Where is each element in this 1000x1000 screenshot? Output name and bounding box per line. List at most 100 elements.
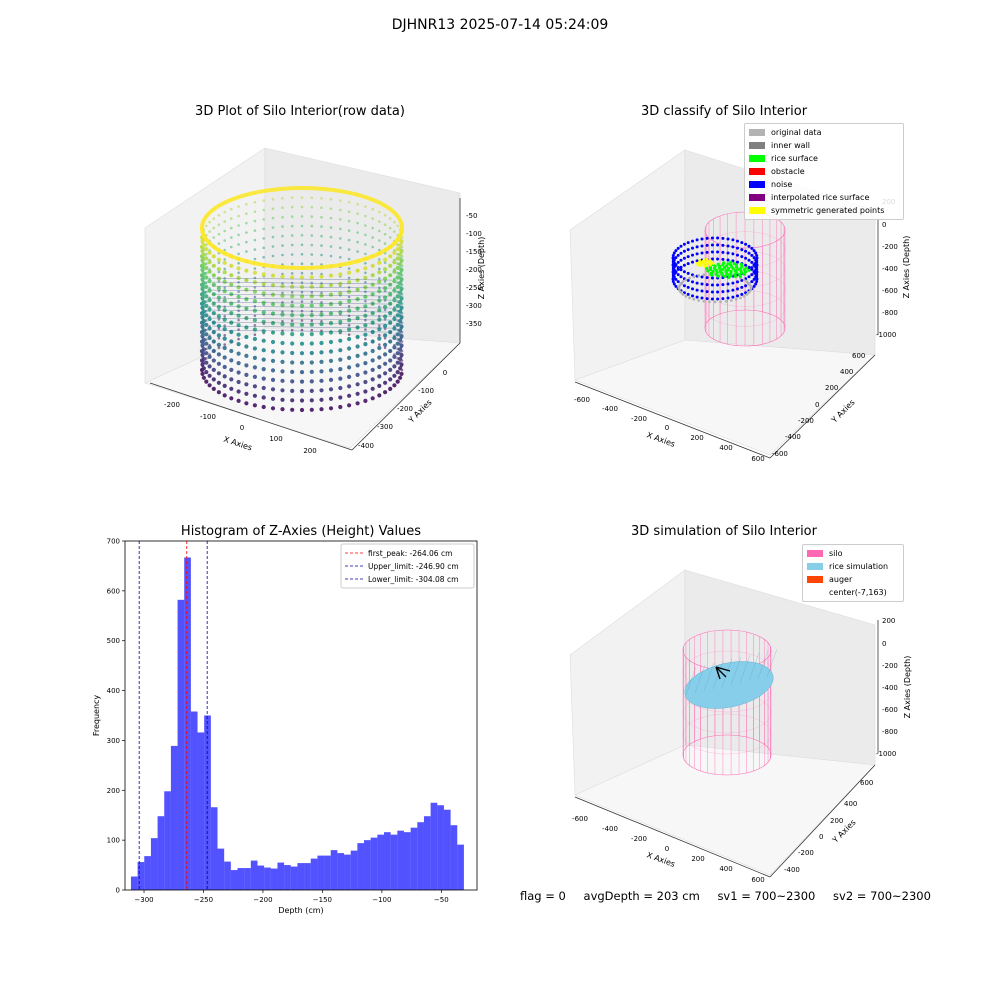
- raw-ztick: -250: [466, 284, 482, 292]
- raw-xtick: -100: [200, 413, 216, 421]
- simulation-z-axis-label: Z Axies (Depth): [903, 656, 912, 719]
- raw-ztick: -300: [466, 302, 482, 310]
- raw-ztick: -50: [466, 212, 477, 220]
- histogram-bar: [403, 832, 411, 890]
- legend-swatch: [749, 194, 765, 201]
- raw-xtick: 200: [303, 447, 316, 455]
- histogram-bar: [270, 868, 278, 890]
- legend-swatch: [807, 550, 823, 557]
- simulation-3d-plot: -600 -400 -200 0 200 400 600 600 400 200…: [569, 569, 912, 884]
- legend-item: center(-7,163): [807, 586, 899, 599]
- simulation-ytick: 0: [819, 833, 823, 841]
- histogram-bar: [237, 868, 245, 890]
- classify-ytick: 600: [852, 352, 865, 360]
- histogram-bar: [344, 854, 351, 890]
- histogram-bar: [330, 850, 338, 890]
- simulation-ztick: -600: [882, 706, 898, 714]
- raw-ztick: -200: [466, 266, 482, 274]
- histogram-bar: [310, 858, 318, 890]
- histogram-legend-label: first_peak: -264.06 cm: [368, 549, 452, 558]
- legend-label: interpolated rice surface: [771, 193, 870, 202]
- raw-3d-plot: -200 -100 0 100 200 0 -100 -200 -300 -40…: [144, 147, 486, 455]
- histogram-bar: [457, 844, 464, 890]
- raw-xtick: 100: [269, 435, 282, 443]
- simulation-ytick: -200: [798, 849, 814, 857]
- histogram-bar: [297, 863, 305, 890]
- classify-back-pane-left: [569, 149, 686, 381]
- histogram-bar: [250, 860, 258, 890]
- sv1-text: sv1 = 700~2300: [717, 889, 816, 903]
- sv2-text: sv2 = 700~2300: [833, 889, 931, 903]
- legend-swatch: [749, 168, 765, 175]
- legend-label: original data: [771, 128, 822, 137]
- histogram-y-tick-label: 700: [107, 538, 120, 546]
- classify-xtick: 0: [665, 424, 669, 432]
- histogram-bar: [370, 837, 378, 890]
- histogram-x-tick-label: −50: [434, 896, 449, 904]
- classify-panel-title: 3D classify of Silo Interior: [640, 104, 808, 119]
- classify-ytick: 400: [840, 368, 853, 376]
- histogram-y-tick-label: 500: [107, 637, 120, 645]
- raw-x-axis-line: [149, 382, 353, 451]
- classify-ytick: -600: [772, 450, 788, 458]
- histogram-bar: [257, 865, 265, 890]
- classify-legend: original data inner wall rice surface obsta…: [744, 123, 904, 220]
- raw-x-axis-label: X Axies: [222, 435, 253, 453]
- histogram-bar: [217, 848, 225, 890]
- histogram-x-tick-label: −250: [194, 896, 213, 904]
- simulation-xtick: -600: [572, 815, 588, 823]
- legend-item: obstacle: [749, 165, 899, 178]
- simulation-ytick: -400: [784, 866, 800, 874]
- histogram-bar: [290, 866, 298, 890]
- histogram-x-tick-label: −150: [313, 896, 332, 904]
- raw-z-axis-label: Z Axies (Depth): [477, 237, 486, 300]
- legend-item: original data: [749, 126, 899, 139]
- histogram-bar: [437, 805, 444, 890]
- histogram-y-tick-label: 100: [107, 837, 120, 845]
- classify-y-axis-line: [769, 354, 876, 459]
- histogram-bar: [397, 830, 404, 890]
- simulation-xtick: -400: [602, 825, 618, 833]
- raw-ytick: -300: [377, 423, 393, 431]
- simulation-tick-labels: -600 -400 -200 0 200 400 600 600 400 200…: [572, 617, 898, 884]
- histogram-bar: [150, 838, 158, 890]
- simulation-ztick: 200: [882, 617, 895, 625]
- legend-swatch: [807, 576, 823, 583]
- legend-item: inner wall: [749, 139, 899, 152]
- raw-ytick: -400: [358, 442, 374, 450]
- simulation-ztick: -200: [882, 662, 898, 670]
- legend-swatch: [749, 142, 765, 149]
- histogram-bar: [417, 822, 424, 890]
- histogram-legend-label: Lower_limit: -304.08 cm: [368, 575, 458, 584]
- histogram-bar: [224, 861, 231, 890]
- simulation-xtick: 200: [691, 855, 704, 863]
- histogram-bar: [184, 557, 191, 890]
- legend-item: interpolated rice surface: [749, 191, 899, 204]
- legend-swatch: [749, 207, 765, 214]
- histogram-x-tick-label: −100: [372, 896, 391, 904]
- histogram-bar: [197, 732, 205, 890]
- classify-ztick: -200: [882, 243, 898, 251]
- histogram-bar: [264, 867, 271, 890]
- histogram-frame: [124, 540, 478, 891]
- simulation-xtick: 600: [751, 876, 764, 884]
- simulation-legend: silo rice simulation auger center(-7,163): [802, 544, 904, 602]
- simulation-panel-title: 3D simulation of Silo Interior: [631, 524, 817, 539]
- raw-ytick: -200: [397, 405, 413, 413]
- raw-xtick: 0: [240, 424, 244, 432]
- legend-item: symmetric generated points: [749, 204, 899, 217]
- histogram-y-tick-label: 0: [116, 887, 120, 895]
- classify-ztick: 0: [882, 221, 886, 229]
- legend-label: rice simulation: [829, 562, 889, 571]
- histogram-bar: [390, 834, 398, 890]
- classify-ytick: 200: [825, 384, 838, 392]
- avg-depth-text: avgDepth = 203 cm: [583, 889, 700, 903]
- status-footer: flag = 0 avgDepth = 203 cm sv1 = 700~230…: [520, 889, 945, 903]
- simulation-ytick: 600: [860, 779, 873, 787]
- histogram-bar: [364, 840, 371, 890]
- classify-xtick: -400: [602, 405, 618, 413]
- histogram-bar: [357, 843, 365, 890]
- histogram-bar: [230, 870, 238, 890]
- histogram-bar: [244, 868, 251, 890]
- histogram-x-tick-label: −200: [253, 896, 272, 904]
